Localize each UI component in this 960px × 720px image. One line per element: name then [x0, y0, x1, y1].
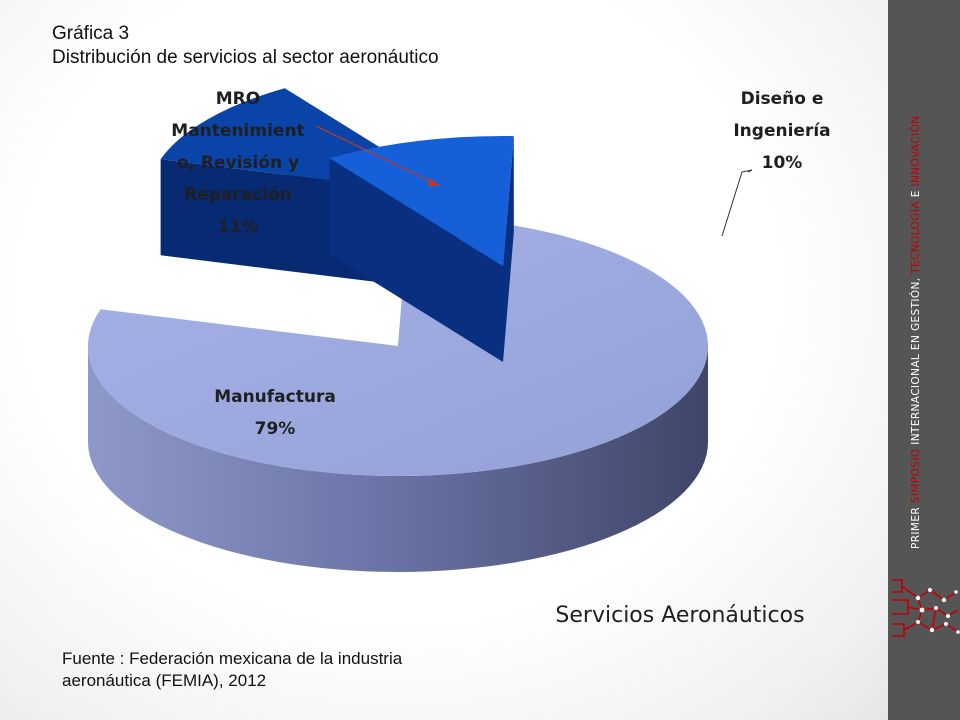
pie-labels: Manufactura 79% MRO Mantenimient o, Revisión… — [171, 89, 830, 439]
sidebar-text-3: INTERNACIONAL EN GESTIÓN, — [910, 273, 922, 449]
pie-slice-cut-face — [503, 136, 514, 362]
sidebar-text-5: E — [910, 186, 922, 202]
chart-heading: Gráfica 3 Distribución de servicios al s… — [52, 22, 439, 70]
sidebar-text-2: SIMPOSIO — [910, 448, 922, 504]
mro-leader-line — [315, 125, 437, 185]
pie-data-label-2: MRO Mantenimient o, Revisión y Reparación 11… — [171, 89, 304, 237]
mro-leader-arrowhead — [428, 178, 440, 186]
pie-slice-top-3 — [329, 136, 514, 266]
symposium-logo-icon — [888, 570, 960, 660]
pie-slice-side-1 — [88, 346, 708, 572]
heading-description: Distribución de servicios al sector aero… — [52, 47, 439, 68]
heading-figure-number: Gráfica 3 — [52, 23, 130, 44]
pie-chart: Manufactura 79% MRO Mantenimient o, Revisión… — [88, 88, 831, 628]
source-line-1: Fuente : Federación mexicana de la indus… — [62, 649, 403, 668]
symposium-vertical-title: PRIMER SIMPOSIO INTERNACIONAL EN GESTIÓN… — [903, 29, 929, 549]
diseno-leader-line-2 — [721, 169, 753, 237]
source-line-2: aeronáutica (FEMIA), 2012 — [62, 671, 267, 690]
sidebar-text-1: PRIMER — [910, 503, 922, 549]
slide: Gráfica 3 Distribución de servicios al s… — [0, 0, 888, 720]
chart-title: Servicios Aeronáuticos — [555, 603, 804, 628]
pie-slices — [88, 88, 709, 572]
pie-slice-3 — [329, 136, 514, 362]
sidebar-text-4: TECNOLOGÍA — [910, 201, 922, 274]
pie-data-label-3: Diseño e Ingeniería 10% — [733, 89, 830, 173]
pie-slice-cut-face — [329, 158, 503, 362]
source-note: Fuente : Federación mexicana de la indus… — [62, 648, 402, 692]
pie-data-label-1: Manufactura 79% — [214, 387, 336, 439]
pie-slice-top-1 — [88, 216, 709, 476]
sidebar-text-6: INNOVACIÓN — [910, 115, 922, 187]
